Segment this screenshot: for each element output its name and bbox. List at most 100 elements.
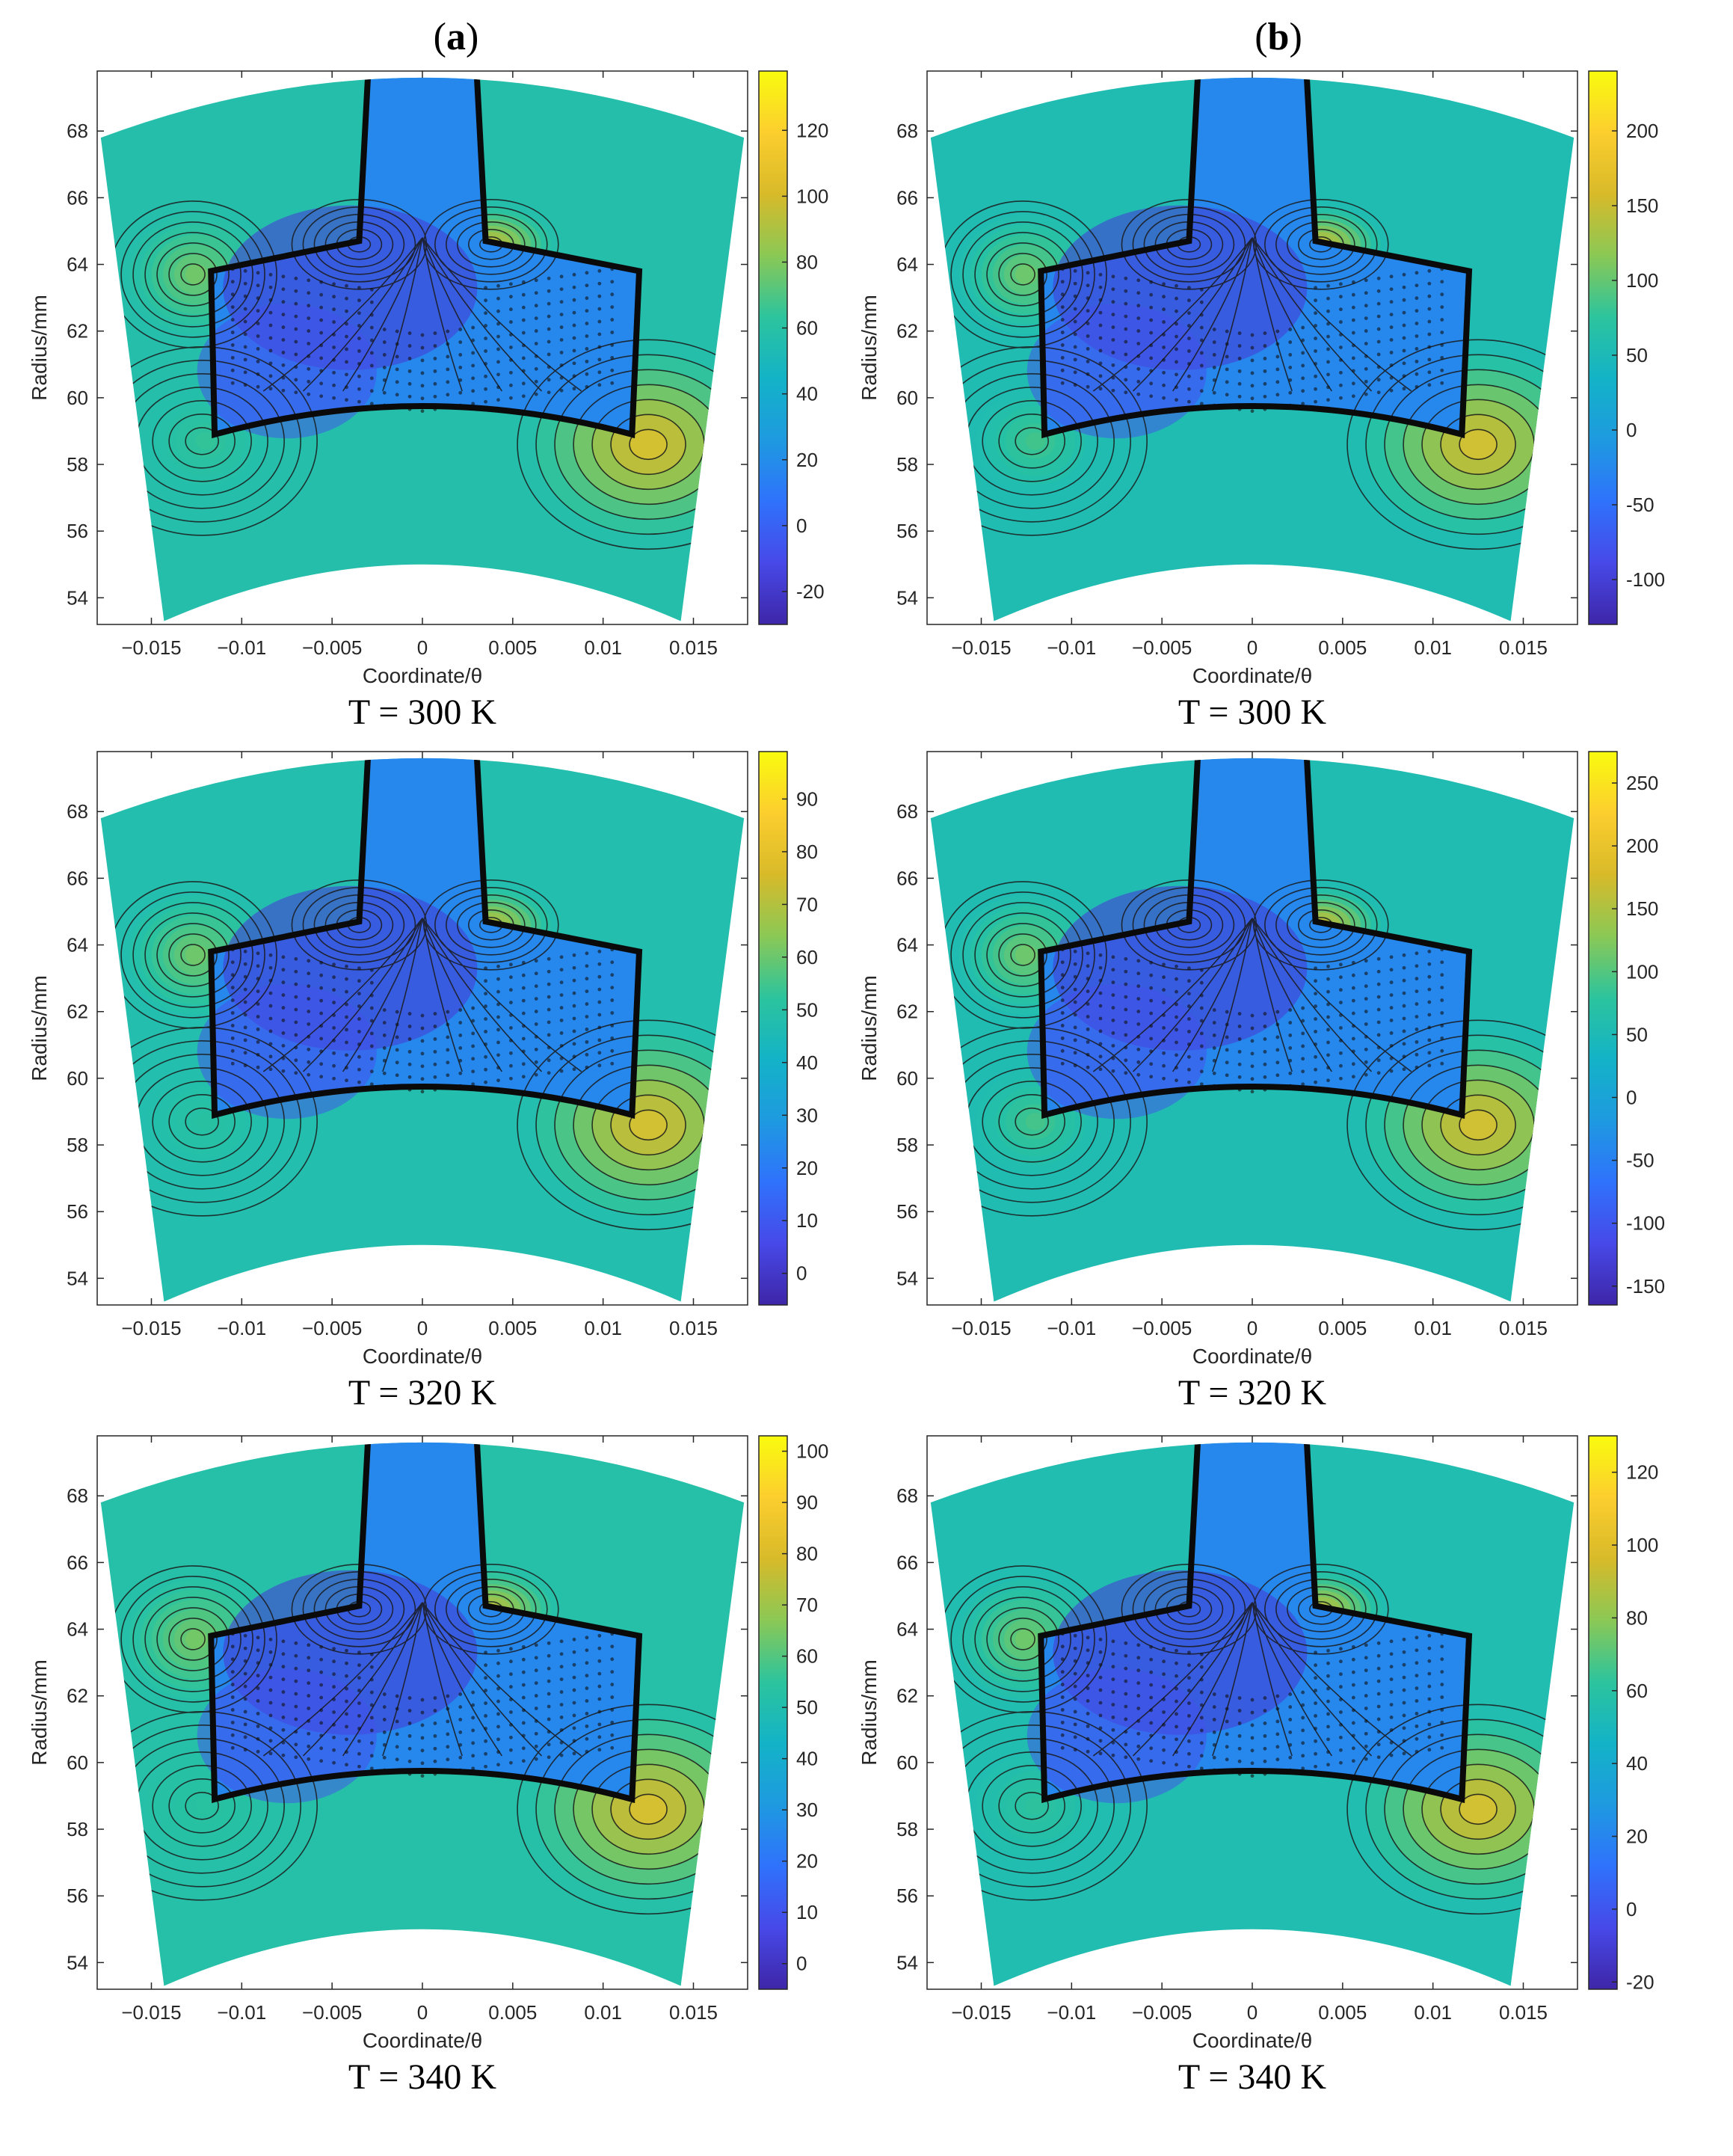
colorbar-tick-label: 0 xyxy=(1626,419,1637,441)
colorbar: -150 -100 -50 0 50 100 150 200 250 xyxy=(1588,751,1665,1306)
y-tick-label: 54 xyxy=(67,1951,88,1974)
y-tick-label: 62 xyxy=(896,1685,918,1707)
colorbar-tick-label: 150 xyxy=(1626,897,1658,920)
axes-frame: −0.015 −0.01 −0.005 0 0.005 0.01 0.015 54 56 58 60… xyxy=(860,1435,1578,2052)
colorbar: -100 -50 0 50 100 150 200 xyxy=(1588,70,1665,625)
x-tick-label: −0.005 xyxy=(302,636,362,659)
axes-frame: −0.015 −0.01 −0.005 0 0.005 0.01 0.015 54 56 58 60… xyxy=(860,751,1578,1368)
y-tick-label: 62 xyxy=(67,320,88,343)
y-tick-label: 56 xyxy=(896,1885,918,1907)
contour-panel-3: −0.015 −0.01 −0.005 0 0.005 0.01 0.015 54 56 58 60… xyxy=(30,740,845,1451)
contour-panel-1: −0.015 −0.01 −0.005 0 0.005 0.01 0.015 54 56 58 60… xyxy=(30,60,845,770)
x-tick-label: 0 xyxy=(1247,2001,1258,2024)
x-tick-label: −0.01 xyxy=(1047,1317,1096,1339)
axes-frame: −0.015 −0.01 −0.005 0 0.005 0.01 0.015 54 56 58 60… xyxy=(30,70,748,687)
colorbar-tick-label: -50 xyxy=(1626,1149,1654,1172)
x-tick-label: 0.01 xyxy=(584,2001,622,2024)
x-tick-label: −0.01 xyxy=(217,2001,266,2024)
y-tick-label: 54 xyxy=(67,1267,88,1289)
y-tick-label: 60 xyxy=(67,1751,88,1774)
y-tick-label: 54 xyxy=(67,586,88,609)
y-tick-label: 66 xyxy=(67,1551,88,1573)
panel-caption: T = 340 K xyxy=(1178,2057,1327,2097)
x-tick-label: 0 xyxy=(1247,1317,1258,1339)
colorbar: 0 10 20 30 40 50 60 70 80 90 xyxy=(758,751,818,1306)
colorbar-tick-label: 120 xyxy=(796,119,828,141)
x-tick-label: −0.015 xyxy=(951,1317,1011,1339)
colorbar-tick-label: 100 xyxy=(1626,960,1658,983)
y-tick-label: 66 xyxy=(896,186,918,209)
y-tick-label: 60 xyxy=(67,387,88,409)
colorbar-tick-label: 100 xyxy=(796,185,828,207)
x-tick-label: 0 xyxy=(417,1317,428,1339)
colorbar-tick-label: 30 xyxy=(796,1799,818,1821)
colorbar-tick-label: -20 xyxy=(796,580,825,603)
y-tick-label: 58 xyxy=(896,1134,918,1156)
panel-caption: T = 340 K xyxy=(348,2057,497,2097)
colorbar: -20 0 20 40 60 80 100 120 xyxy=(1588,1435,1658,1993)
colorbar-tick-label: 60 xyxy=(796,317,818,340)
colorbar-tick-label: 80 xyxy=(796,1543,818,1565)
x-tick-label: 0.01 xyxy=(1414,2001,1452,2024)
colorbar-tick-label: 120 xyxy=(1626,1461,1658,1484)
y-tick-label: 54 xyxy=(896,1951,918,1974)
y-axis-label: Radius/mm xyxy=(30,1659,51,1766)
x-tick-label: 0.015 xyxy=(1499,1317,1548,1339)
colorbar-tick-label: 80 xyxy=(796,841,818,863)
panel-caption: T = 300 K xyxy=(1178,692,1327,732)
colorbar-tick-label: 50 xyxy=(796,1696,818,1719)
y-tick-label: 58 xyxy=(896,1818,918,1840)
colorbar-tick-label: 20 xyxy=(796,1157,818,1179)
x-tick-label: −0.01 xyxy=(1047,2001,1096,2024)
y-tick-label: 56 xyxy=(896,520,918,542)
contour-plot: −0.015 −0.01 −0.005 0 0.005 0.01 0.015 54 56 58 60… xyxy=(860,751,1665,1368)
colorbar-tick-label: -50 xyxy=(1626,494,1654,516)
y-axis-label: Radius/mm xyxy=(860,1659,881,1766)
x-axis-label: Coordinate/θ xyxy=(1192,1345,1312,1368)
contour-panel-6: −0.015 −0.01 −0.005 0 0.005 0.01 0.015 54 56 58 60… xyxy=(860,1425,1675,2135)
x-tick-label: −0.005 xyxy=(1132,1317,1192,1339)
axes-frame: −0.015 −0.01 −0.005 0 0.005 0.01 0.015 54 56 58 60… xyxy=(30,1435,748,2052)
colorbar-tick-label: 50 xyxy=(796,998,818,1021)
panel-caption: T = 300 K xyxy=(348,692,497,732)
y-tick-label: 58 xyxy=(67,453,88,476)
x-tick-label: −0.01 xyxy=(217,636,266,659)
y-tick-label: 62 xyxy=(67,1001,88,1023)
colorbar-tick-label: -150 xyxy=(1626,1275,1665,1297)
colorbar-tick-label: 70 xyxy=(796,1594,818,1616)
y-tick-label: 64 xyxy=(896,254,918,276)
x-tick-label: 0.005 xyxy=(1318,1317,1367,1339)
x-tick-label: 0.015 xyxy=(669,636,718,659)
x-tick-label: 0.015 xyxy=(669,1317,718,1339)
colorbar-tick-label: 40 xyxy=(796,1051,818,1074)
x-tick-label: 0.005 xyxy=(488,636,537,659)
y-axis-label: Radius/mm xyxy=(30,975,51,1081)
column-heading-a: (a) xyxy=(433,16,479,58)
colorbar-tick-label: 60 xyxy=(796,946,818,968)
x-tick-label: 0.015 xyxy=(1499,2001,1548,2024)
x-tick-label: 0.01 xyxy=(584,1317,622,1339)
colorbar-tick-label: 100 xyxy=(1626,1534,1658,1556)
y-axis-label: Radius/mm xyxy=(30,295,51,401)
contour-plot: −0.015 −0.01 −0.005 0 0.005 0.01 0.015 54 56 58 60… xyxy=(30,751,818,1368)
colorbar-tick-label: 60 xyxy=(1626,1680,1648,1702)
y-tick-label: 64 xyxy=(896,934,918,956)
y-tick-label: 58 xyxy=(67,1818,88,1840)
y-tick-label: 58 xyxy=(896,453,918,476)
panel-caption: T = 320 K xyxy=(1178,1373,1327,1413)
colorbar-tick-label: 50 xyxy=(1626,1023,1648,1045)
y-tick-label: 66 xyxy=(67,867,88,889)
colorbar-tick-label: 0 xyxy=(1626,1087,1637,1109)
x-axis-label: Coordinate/θ xyxy=(363,664,482,687)
y-tick-label: 66 xyxy=(896,1551,918,1573)
colorbar-tick-label: 100 xyxy=(796,1440,828,1463)
x-tick-label: −0.015 xyxy=(121,636,181,659)
colorbar-tick-label: -20 xyxy=(1626,1971,1654,1993)
y-tick-label: 68 xyxy=(67,120,88,142)
axes-frame: −0.015 −0.01 −0.005 0 0.005 0.01 0.015 54 56 58 60… xyxy=(30,751,748,1368)
y-axis-label: Radius/mm xyxy=(860,295,881,401)
colorbar-tick-label: 40 xyxy=(796,383,818,405)
colorbar-tick-label: 250 xyxy=(1626,772,1658,794)
y-tick-label: 56 xyxy=(67,1885,88,1907)
colorbar-tick-label: 200 xyxy=(1626,835,1658,857)
